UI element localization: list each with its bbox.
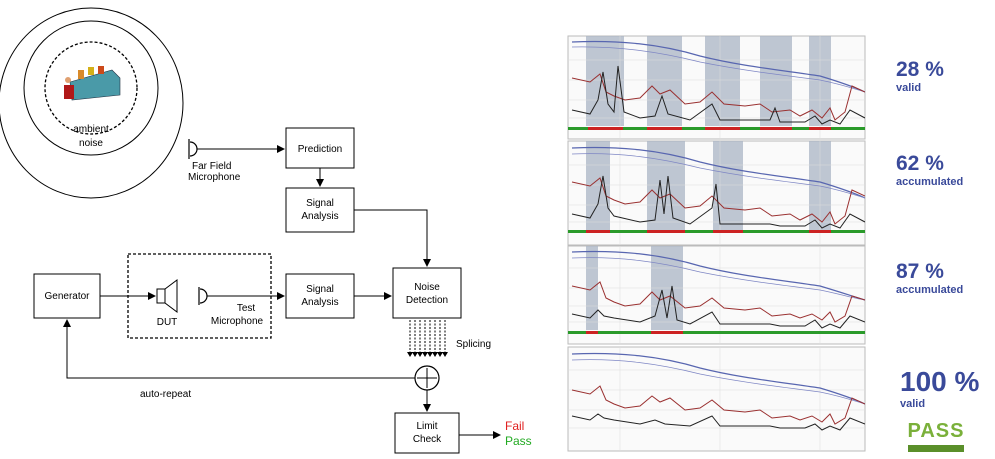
noise-detection-label-1: Noise bbox=[414, 282, 440, 293]
limit-check-label-2: Check bbox=[413, 434, 442, 445]
signal-analysis-top-label-1: Signal bbox=[306, 198, 334, 209]
test-microphone-icon bbox=[198, 287, 208, 305]
result-3: 87 % accumulated bbox=[896, 260, 963, 296]
signal-analysis-mid-label-1: Signal bbox=[306, 284, 334, 295]
summing-junction-icon bbox=[414, 365, 440, 391]
arrow-analysis-noise bbox=[354, 209, 431, 267]
dut-label: DUT bbox=[157, 317, 178, 328]
signal-analysis-top-box bbox=[285, 187, 355, 233]
prediction-box bbox=[285, 127, 355, 169]
result-2-percent: 62 % bbox=[896, 152, 944, 175]
limit-check-box bbox=[394, 412, 460, 454]
signal-analysis-mid-box bbox=[285, 273, 355, 319]
signal-analysis-top-label-2: Analysis bbox=[301, 211, 338, 222]
limit-check-label-1: Limit bbox=[416, 421, 437, 432]
splicing-label: Splicing bbox=[456, 339, 491, 350]
spectrum-panel-3 bbox=[567, 245, 866, 345]
noise-detection-label-2: Detection bbox=[406, 295, 448, 306]
generator-label: Generator bbox=[44, 291, 90, 302]
result-4-caption: valid bbox=[900, 398, 926, 410]
auto-repeat-loop bbox=[63, 319, 415, 379]
spectrum-panel-2 bbox=[567, 140, 866, 246]
result-2-caption: accumulated bbox=[896, 176, 964, 188]
far-mic-label-1: Far Field bbox=[192, 161, 231, 172]
splicing-arrowheads bbox=[407, 352, 448, 357]
noise-detection-box bbox=[392, 267, 462, 319]
generator-box bbox=[33, 273, 101, 319]
test-mic-label-2: Microphone bbox=[211, 316, 264, 327]
far-field-microphone-icon bbox=[188, 139, 198, 159]
result-2: 62 % accumulated bbox=[896, 152, 963, 188]
result-4-percent: 100 % bbox=[900, 366, 980, 397]
result-1: 28 % valid bbox=[896, 58, 944, 94]
ambient-label-2: noise bbox=[79, 138, 103, 149]
spectrum-panel-4 bbox=[567, 346, 866, 452]
fail-label: Fail bbox=[505, 419, 524, 433]
pass-badge-bar bbox=[908, 445, 964, 452]
ambient-noise-room bbox=[0, 7, 184, 199]
splicing-arrows bbox=[409, 320, 446, 352]
ambient-label-1: ambient bbox=[73, 124, 109, 135]
signal-analysis-mid-label-2: Analysis bbox=[301, 297, 338, 308]
auto-repeat-label: auto-repeat bbox=[140, 389, 191, 400]
result-1-percent: 28 % bbox=[896, 58, 944, 81]
prediction-label: Prediction bbox=[298, 144, 342, 155]
test-mic-label-1: Test bbox=[237, 303, 256, 314]
pass-badge: PASS bbox=[905, 420, 967, 454]
result-3-percent: 87 % bbox=[896, 260, 944, 283]
workbench-icon bbox=[64, 66, 121, 101]
pass-label: Pass bbox=[505, 434, 532, 448]
result-1-caption: valid bbox=[896, 82, 922, 94]
result-3-caption: accumulated bbox=[896, 284, 964, 296]
speaker-icon bbox=[156, 279, 178, 313]
far-mic-label-2: Microphone bbox=[188, 172, 241, 183]
spectrum-panel-1 bbox=[567, 35, 866, 140]
pass-badge-text: PASS bbox=[907, 420, 965, 442]
result-4: 100 % valid bbox=[900, 366, 979, 410]
